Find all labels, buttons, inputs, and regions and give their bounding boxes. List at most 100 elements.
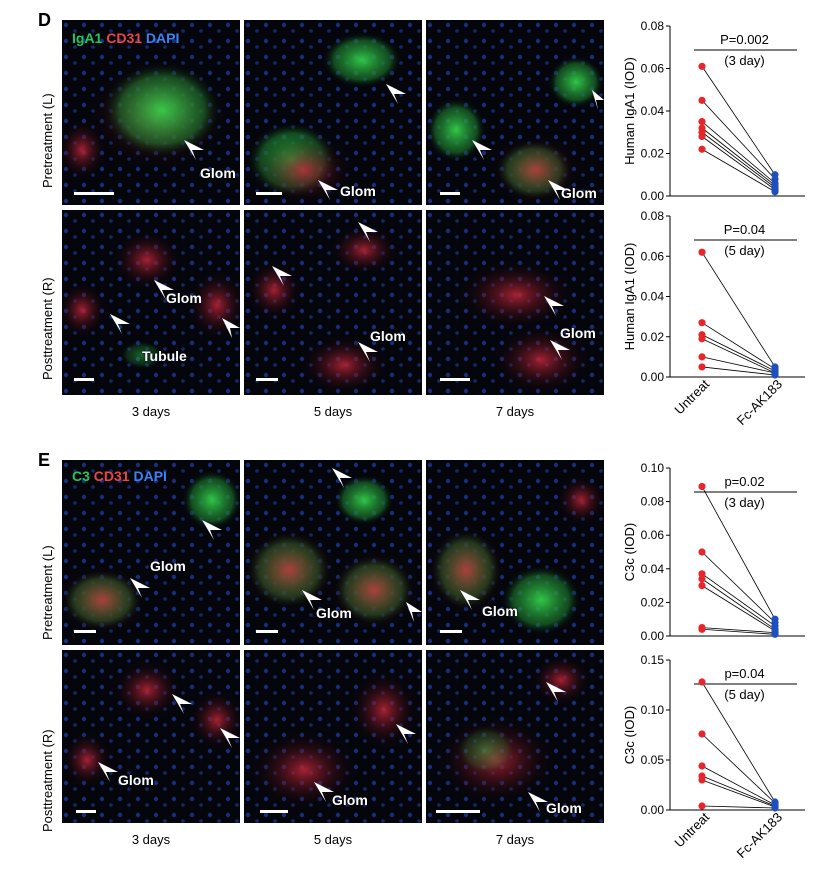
y-tick-label: 0.10	[641, 461, 665, 475]
micrograph-texture	[426, 20, 604, 205]
y-tick-label: 0.00	[641, 803, 665, 817]
y-tick-label: 0.00	[641, 370, 665, 384]
arrowhead-icon	[184, 140, 204, 160]
point-untreat	[698, 625, 706, 633]
y-tick-label: 0.00	[641, 189, 665, 203]
point-untreat	[698, 802, 706, 810]
pair-line	[701, 779, 776, 808]
duration-label: (5 day)	[724, 687, 764, 702]
glom-tag: Glom	[118, 772, 154, 788]
chart-iga1-5day: 0.00 0.02 0.04 0.06 0.08 Human IgA1 (IOD) P=0.…	[622, 209, 805, 384]
micrograph-e-post-3day: Glom	[62, 650, 240, 823]
y-tick-label: 0.02	[641, 330, 665, 344]
pair-line	[701, 578, 776, 630]
point-untreat	[698, 776, 706, 784]
glom-tag: Glom	[332, 792, 368, 808]
arrowhead-icon	[406, 602, 422, 622]
arrowhead-icon	[472, 140, 492, 160]
row-label-posttreatment-e: Posttreatment (R)	[40, 729, 55, 832]
point-untreat	[698, 353, 706, 361]
scale-bar	[440, 378, 470, 381]
arrowhead-icon	[154, 280, 174, 300]
y-tick-label: 0.06	[641, 528, 665, 542]
y-tick-label: 0.05	[641, 753, 665, 767]
scale-bar	[74, 630, 96, 633]
x-label-fc-ak183: Fc-AK183	[734, 810, 785, 861]
pair-line	[701, 627, 776, 634]
arrowhead-icon	[222, 318, 240, 338]
micrograph-e-pre-5day: Glom	[244, 460, 422, 645]
point-untreat	[698, 762, 706, 770]
legend-d: IgA1 CD31 DAPI	[72, 30, 179, 46]
y-tick-label: 0.06	[641, 249, 665, 263]
micrograph-texture	[244, 20, 422, 205]
pair-line	[701, 775, 776, 807]
col-label-5days-e: 5 days	[313, 832, 353, 847]
legend-cd31: CD31	[106, 30, 143, 46]
arrowhead-icon	[110, 314, 130, 334]
arrowhead-icon	[358, 342, 378, 362]
pair-line	[701, 366, 776, 376]
y-tick-label: 0.04	[641, 104, 665, 118]
pair-line	[701, 551, 776, 623]
point-untreat	[698, 335, 706, 343]
glom-tag: Glom	[560, 325, 596, 341]
pair-line	[701, 334, 776, 372]
arrowhead-icon	[546, 682, 566, 702]
duration-label: (3 day)	[724, 53, 764, 68]
y-tick-label: 0.08	[641, 495, 665, 509]
pair-line	[701, 66, 776, 175]
micrograph-texture	[62, 20, 240, 205]
x-axis-labels-top: Untreat Fc-AK183	[671, 376, 785, 428]
pair-line	[701, 681, 776, 803]
scale-bar	[256, 192, 282, 195]
legend-iga1: IgA1	[72, 30, 103, 46]
p-value-label: p=0.04	[724, 666, 764, 681]
glom-tag: Glom	[316, 605, 352, 621]
micrograph-d-post-3day: Glom Tubule	[62, 210, 240, 395]
point-treated	[771, 371, 779, 379]
point-untreat	[698, 482, 706, 491]
point-treated	[771, 630, 779, 638]
panel-e-letter: E	[38, 450, 51, 470]
chart-c3c-3day: 0.00 0.02 0.04 0.06 0.08 0.10 C3c (IOD) p=0.02 (…	[622, 461, 805, 643]
point-untreat	[698, 575, 706, 583]
arrowhead-icon	[396, 724, 416, 744]
scale-bar	[256, 630, 278, 633]
pair-line	[701, 486, 776, 620]
p-value-label: P=0.002	[720, 32, 769, 47]
arrowhead-icon	[318, 180, 338, 200]
col-label-5days-d: 5 days	[313, 404, 353, 419]
pair-line	[701, 127, 776, 186]
glom-tag: Glom	[166, 290, 202, 306]
y-tick-label: 0.04	[641, 290, 665, 304]
pair-line	[701, 628, 776, 635]
point-untreat	[698, 145, 706, 153]
glom-tag: Glom	[482, 603, 518, 619]
arrowhead-icon	[302, 590, 322, 610]
x-label-untreat: Untreat	[671, 376, 712, 417]
x-label-fc-ak183: Fc-AK183	[734, 377, 785, 428]
scale-bar	[76, 810, 96, 813]
point-untreat	[698, 582, 706, 590]
legend-cd31: CD31	[93, 468, 130, 484]
col-label-7days-d: 7 days	[495, 404, 535, 419]
micrograph-e-post-5day: Glom	[244, 650, 422, 823]
col-label-7days-e: 7 days	[495, 832, 535, 847]
panel-d-letter: D	[38, 10, 51, 30]
micrograph-texture	[62, 210, 240, 395]
micrograph-d-pre-3day: Glom	[62, 20, 240, 205]
micrograph-d-pre-5day: Glom	[244, 20, 422, 205]
arrowhead-icon	[314, 782, 334, 802]
arrowhead-icon	[220, 728, 240, 748]
glom-tag: Glom	[200, 165, 236, 181]
y-tick-label: 0.06	[641, 62, 665, 76]
point-treated	[771, 804, 779, 812]
point-untreat	[698, 730, 706, 738]
legend-dapi: DAPI	[145, 30, 180, 46]
glom-tag: Glom	[561, 185, 597, 201]
y-tick-label: 0.08	[641, 209, 665, 223]
arrowhead-icon	[386, 84, 406, 104]
scale-bar	[440, 192, 460, 195]
pair-line	[701, 585, 776, 632]
